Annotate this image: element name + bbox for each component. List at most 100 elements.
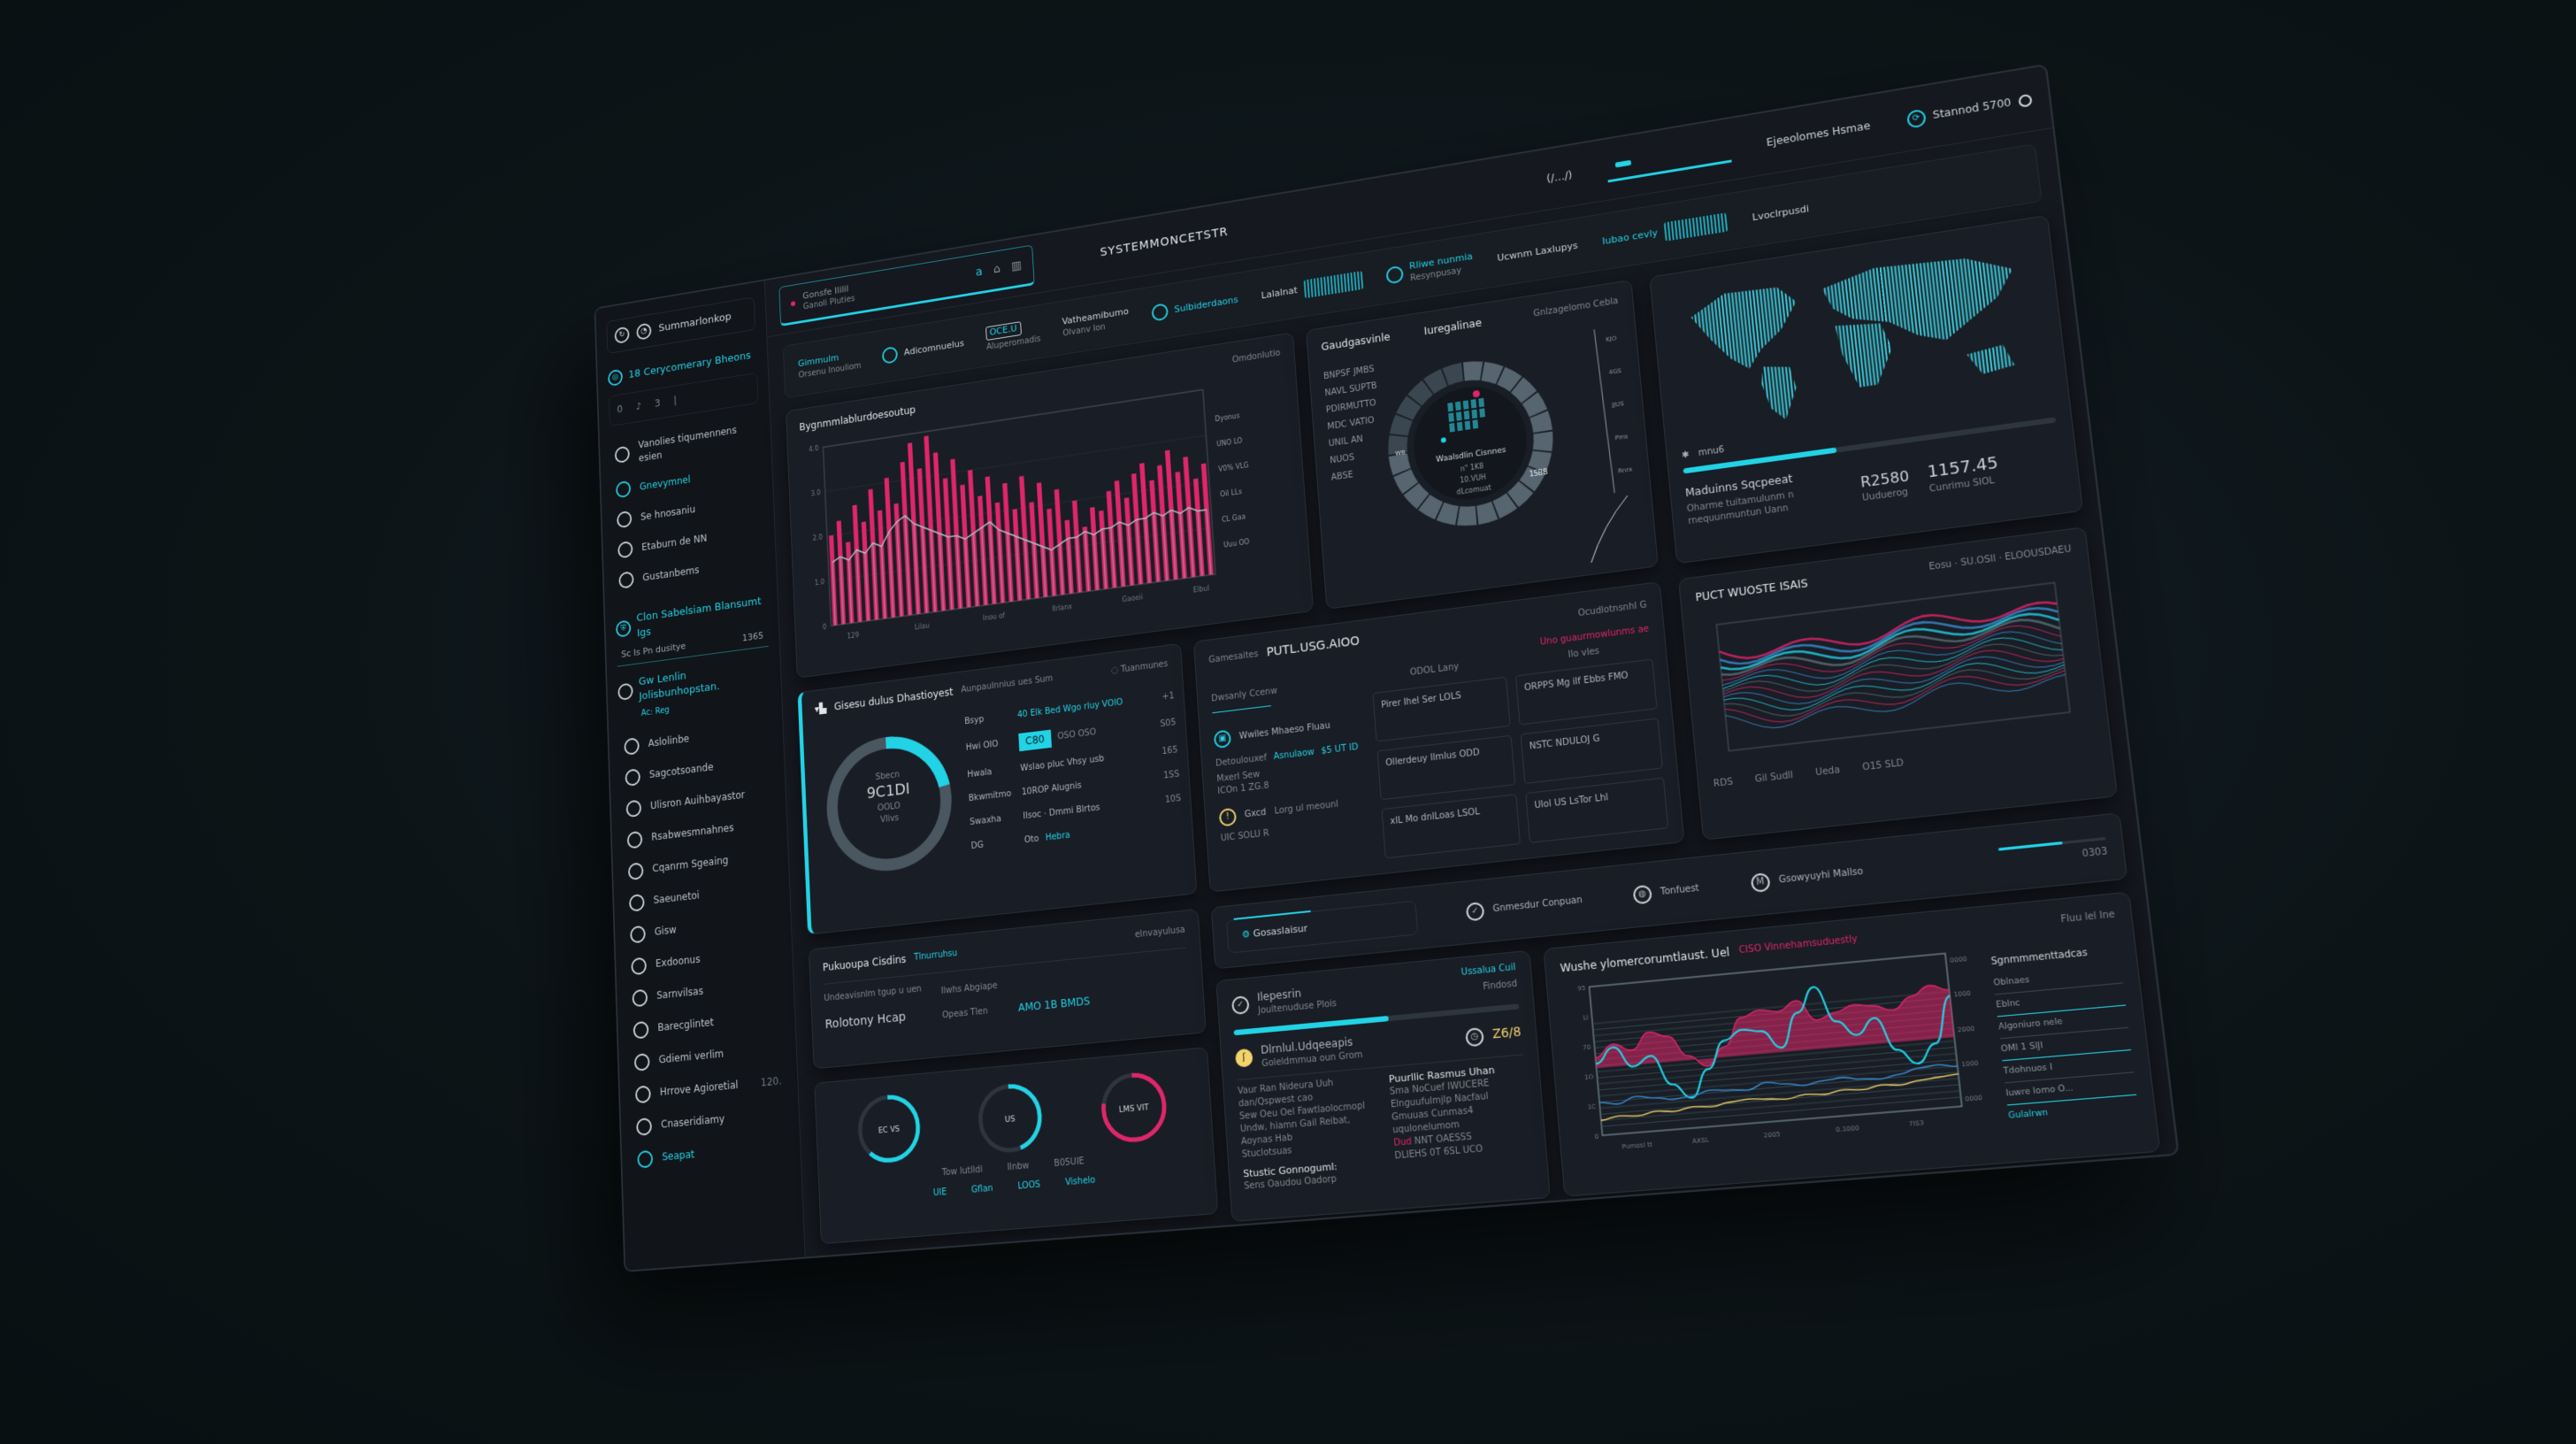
dashboard-screen: ↻ ◔ Summarlonkop ◎ 18 Cerycomerary Bheon… <box>594 63 2180 1272</box>
trend-line <box>1586 495 1634 563</box>
status-item[interactable]: Tonfuest <box>1660 883 1700 898</box>
strip-item[interactable]: Adicomnuelus <box>882 335 964 365</box>
stream-chart <box>1698 571 2092 771</box>
code-tab[interactable]: (/…/) <box>1545 169 1573 186</box>
kpi-label: Asnulaow <box>1273 747 1315 763</box>
status-link[interactable]: ◌ Tuanmunes <box>1110 659 1169 677</box>
brand-name: Summarlonkop <box>658 311 732 335</box>
home-icon[interactable]: ⌂ <box>993 262 1001 277</box>
process-link[interactable]: Ussalua Cuil <box>1460 962 1516 979</box>
sparkline <box>1303 271 1364 299</box>
panel-title: Gisesu dulus Dhastioyest <box>833 686 954 713</box>
sidebar-item-label: Seapat <box>662 1148 695 1164</box>
area-chart: 0 1C 1O 70 Ll 95 0000 1000 2000 1000 0000 Pumosl tt… <box>1577 937 1983 1150</box>
alert-marker <box>1472 389 1481 398</box>
strip-item[interactable]: Gimmulm Orsenu Inouliom <box>798 349 862 381</box>
sidebar-item-label: Aslolinbe <box>648 733 690 749</box>
clock-icon: ◔ <box>636 322 652 341</box>
strip-item[interactable]: Vatheamibumo Olvanv Ion <box>1062 305 1130 339</box>
series-area <box>1591 983 1956 1076</box>
footer-link[interactable]: LOOS <box>1017 1179 1041 1192</box>
x-tick: Gaoeii <box>1122 593 1143 603</box>
alpha-icon[interactable]: a <box>975 265 983 280</box>
table-cell[interactable]: Pirer Ihel Ser LOLS <box>1372 676 1511 742</box>
footer-item: O15 SLD <box>1861 757 1905 773</box>
brand[interactable]: ↻ ◔ Summarlonkop <box>606 296 756 355</box>
policy-small: Opeas Tlen <box>941 1006 988 1021</box>
stream-line <box>1721 636 2064 702</box>
circle-icon <box>617 682 633 702</box>
legend-item: V0% VLG <box>1218 461 1249 473</box>
strip-item[interactable]: Rliwe nunmia Resynpusay <box>1385 250 1475 288</box>
footer-link[interactable]: Gflan <box>970 1183 993 1195</box>
chart-icon <box>629 893 645 912</box>
ring-segment <box>1386 432 1409 456</box>
menu-tab[interactable]: Ejeeolomes Hsmae <box>1766 119 1871 150</box>
ring-segment <box>1455 503 1477 528</box>
legend-item: UNO LO <box>1216 436 1243 448</box>
gauges: EC VS US LMS VIT <box>828 1062 1199 1173</box>
strip-item[interactable]: Iubao cevly <box>1601 212 1729 251</box>
refresh-icon[interactable]: ↻ <box>614 326 630 344</box>
strip-item[interactable]: Ucwnm Laxlupys <box>1497 240 1578 265</box>
y-tick: 3.0 <box>810 488 820 497</box>
strip-item[interactable]: Lvoclrpusdi <box>1752 203 1810 225</box>
status-progress-fill <box>1997 841 2063 851</box>
page-title: SYSTEMMONCETSTR <box>1100 225 1229 259</box>
table-cell[interactable]: Ulol US LsTor Lhl <box>1525 777 1669 843</box>
table-cell[interactable]: NSTC NDULOJ G <box>1520 718 1663 784</box>
panel-subtitle: Aunpaulnnius ues Sum <box>961 674 1054 695</box>
circle-icon <box>617 511 632 529</box>
status-left[interactable]: ⚙ Gosaslaisur <box>1226 900 1419 954</box>
table-cell[interactable]: xlL Mo dnlLoas LSOL <box>1381 794 1521 859</box>
x-tick: 129 <box>847 631 859 640</box>
ring-segment <box>1463 359 1485 383</box>
status-dot <box>790 300 796 306</box>
table-grid: Pirer Ihel Ser LOLS ORPPS Mg ilf Ebbs FMO… <box>1372 658 1669 859</box>
user-menu[interactable]: ⟳ Stannod 5700 <box>1905 90 2033 129</box>
table-cell[interactable]: ORPPS Mg ilf Ebbs FMO <box>1514 658 1658 726</box>
sidebar-item-label: Exdoonus <box>655 953 701 970</box>
row-status[interactable]: Hebra <box>1045 830 1071 843</box>
server-block <box>1448 412 1454 422</box>
table-cell[interactable]: Ollerdeuy Ilmlus ODD <box>1376 734 1516 801</box>
ring-segment <box>1518 464 1547 494</box>
shield-icon: ⛨ <box>616 618 632 638</box>
sidebar-item-label: Hrrove Agioretial <box>659 1079 739 1099</box>
panel-right[interactable]: Fluu lel Ine <box>2060 910 2116 926</box>
timer-icon: ◷ <box>1465 1027 1484 1048</box>
strip-item[interactable]: OCE.U Aluperomadis <box>985 319 1041 353</box>
ring-segment <box>1479 358 1506 387</box>
status-item[interactable]: Gsowyuyhi Mallso <box>1778 866 1864 886</box>
footer-item: Gil Sudll <box>1754 770 1794 785</box>
strip-label: Adicomnuelus <box>903 337 965 357</box>
strip-item[interactable]: Lalalnat <box>1261 271 1364 305</box>
policy-panel: Pukuoupa Cisdins Tlnurruhsu elnvayulusa Un… <box>808 908 1207 1070</box>
mini-item[interactable]: 3 <box>654 397 661 410</box>
mini-item[interactable]: 0 <box>617 403 624 416</box>
sidebar-item-label: Sarnvilsas <box>656 985 704 1002</box>
x-tick: Ilrlanx <box>1052 603 1072 613</box>
shield-icon <box>624 736 640 756</box>
strip-item[interactable]: Sulbiderdaons <box>1151 292 1238 322</box>
bar-chart: 0 1.0 2.0 3.0 4.0 129 Lilau Inou of Ilrlanx Gaoei… <box>809 360 1250 640</box>
sidebar-item-label: Cnaseridiamy <box>660 1112 725 1131</box>
tab-active[interactable] <box>1606 136 1732 182</box>
status-item[interactable]: Gnmesdur Conpuan <box>1492 895 1583 915</box>
gauge: EC VS <box>847 1086 932 1171</box>
settings-icon[interactable] <box>2018 93 2033 108</box>
mini-item[interactable]: | <box>673 395 678 407</box>
ring-segment <box>1476 501 1499 526</box>
status-left-label: Gosaslaisur <box>1253 922 1308 941</box>
legend-item: Uuu OO <box>1223 538 1250 549</box>
donut-rows: Bsyp 40 Elk Bed Wgo rluy VOlO +1 Hwi OIO C80… <box>964 685 1184 859</box>
policy-label: Ilwhs Abgiape <box>940 981 998 997</box>
mini-item[interactable]: ♪ <box>635 400 642 412</box>
footer-link[interactable]: UIE <box>932 1187 947 1199</box>
row-value: Oto <box>1024 833 1039 846</box>
grid-icon[interactable]: ▥ <box>1010 258 1023 274</box>
footer-link[interactable]: Vishelo <box>1064 1175 1096 1188</box>
row-right: S05 <box>1160 718 1177 730</box>
center-line: 10.VUH <box>1460 473 1486 485</box>
